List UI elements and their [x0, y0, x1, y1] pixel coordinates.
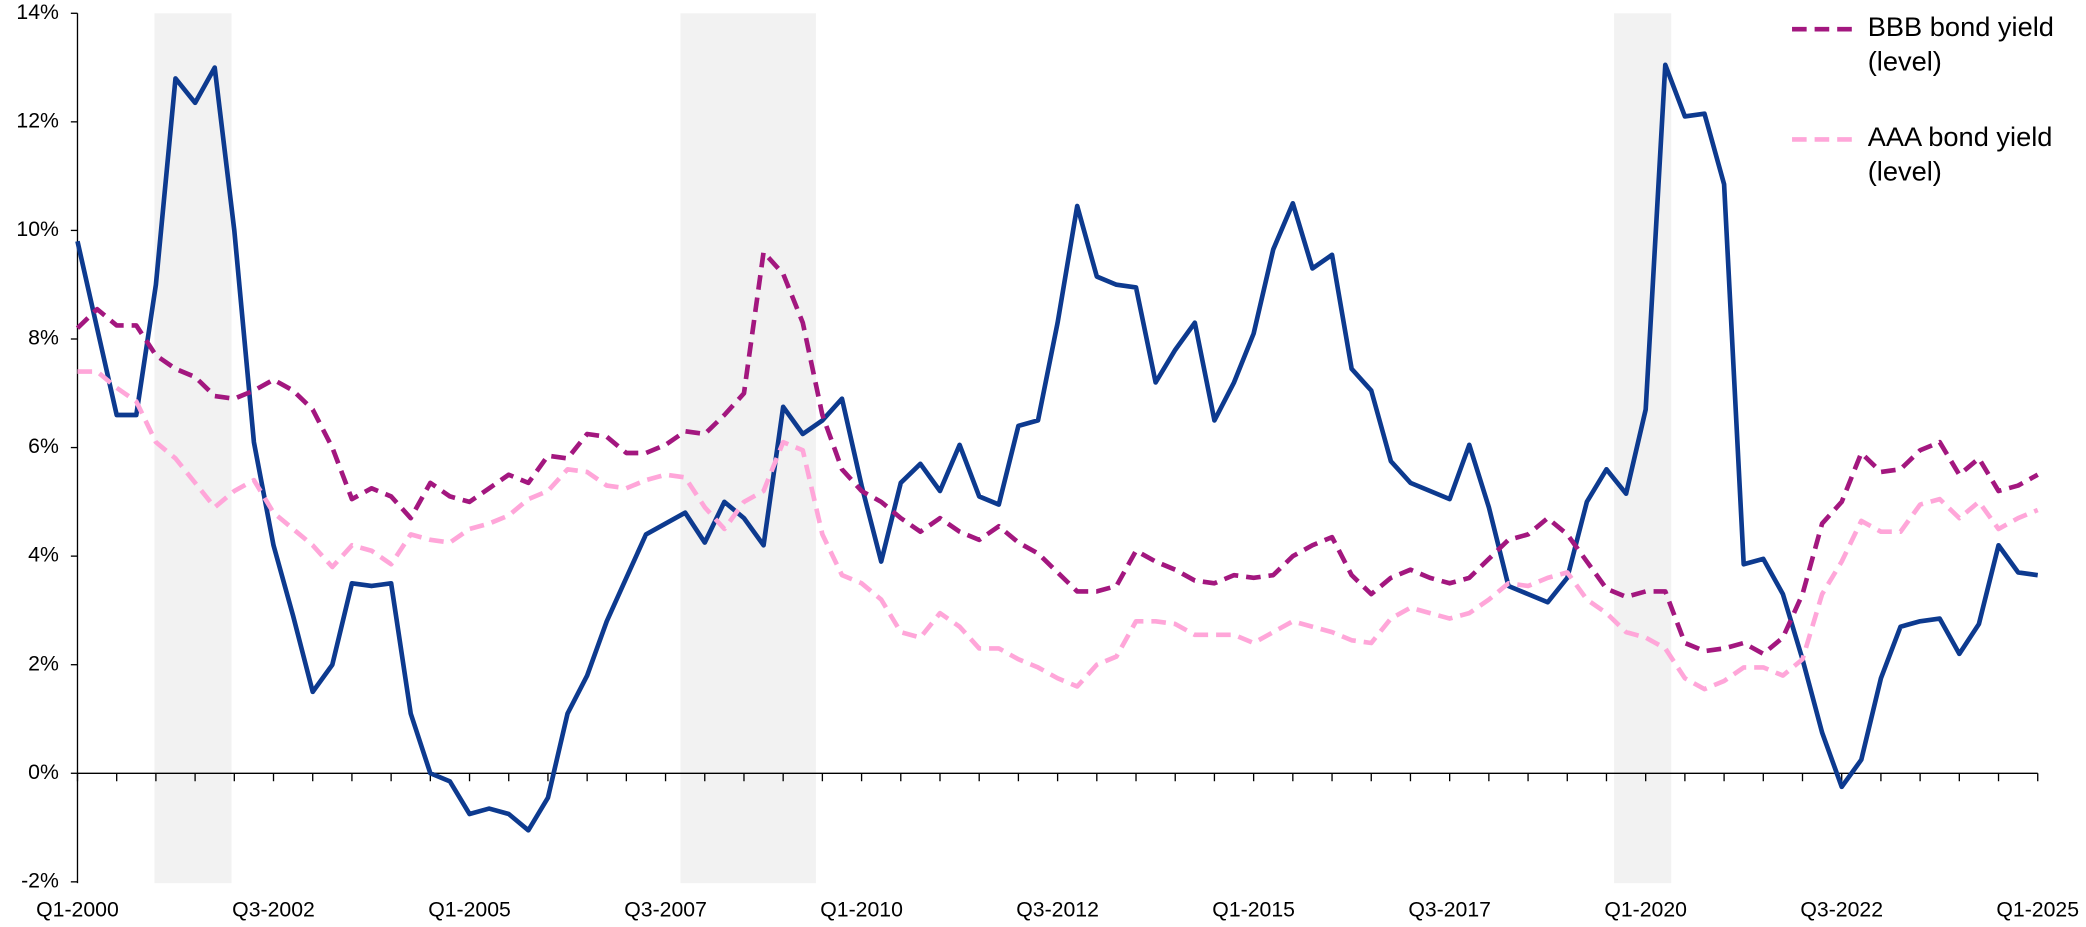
recession-band	[680, 13, 816, 884]
x-tick-label: Q1-2000	[36, 898, 119, 922]
series-line	[75, 249, 2039, 657]
x-tick-label: Q3-2007	[624, 898, 707, 922]
x-tick-label: Q1-2010	[820, 898, 903, 922]
legend-item: BBB bond yield (level)	[1867, 11, 2054, 78]
y-tick-label: -2%	[21, 868, 59, 892]
y-tick-label: 12%	[16, 108, 59, 132]
y-tick-label: 2%	[28, 651, 59, 675]
y-tick-label: 10%	[16, 217, 59, 241]
x-tick-label: Q3-2002	[232, 898, 315, 922]
series-line	[77, 369, 2039, 692]
x-tick-label: Q1-2025	[1996, 898, 2079, 922]
x-tick-label: Q3-2012	[1016, 898, 1099, 922]
x-tick-label: Q1-2005	[428, 898, 511, 922]
x-tick-label: Q3-2022	[1800, 898, 1883, 922]
y-tick-label: 6%	[28, 434, 59, 458]
y-tick-label: 14%	[16, 0, 59, 24]
x-tick-label: Q3-2017	[1408, 898, 1491, 922]
legend-label: AAA bond yield (level)	[1867, 122, 2053, 188]
y-tick-label: 4%	[28, 543, 59, 567]
y-tick-label: 0%	[28, 760, 59, 784]
y-tick-label: 8%	[28, 326, 59, 350]
legend-label: BBB bond yield (level)	[1867, 11, 2054, 78]
legend-item: AAA bond yield (level)	[1867, 122, 2053, 188]
series-line	[75, 62, 2039, 833]
x-tick-label: Q1-2020	[1604, 898, 1687, 922]
x-tick-label: Q1-2015	[1212, 898, 1295, 922]
